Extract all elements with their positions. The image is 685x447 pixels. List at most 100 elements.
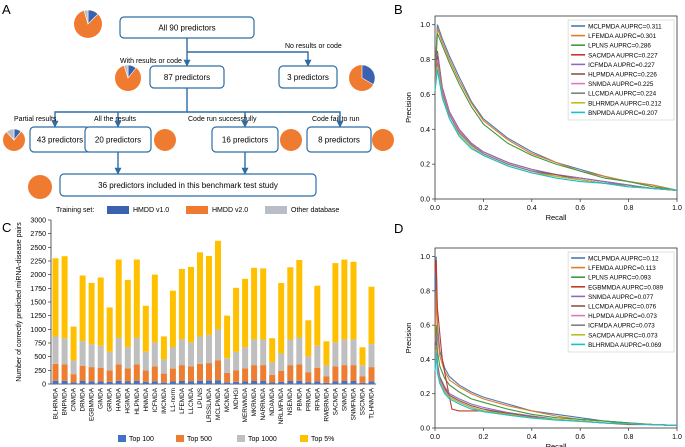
b-xtick-label: 1.0 [672, 205, 682, 212]
b-legend-label: LFEMDA AUPRC=0.301 [588, 33, 657, 40]
c-category-label: PRMDA [305, 387, 312, 411]
c-bar-top5-mcmda [224, 315, 231, 359]
c-bar-top5-icfmda [151, 274, 158, 343]
b-legend-label: HLPMDA AUPRC=0.226 [588, 72, 657, 79]
b-legend-label: BLHRMDA AUPRC=0.212 [588, 100, 662, 107]
b-series-line-bnpmda [434, 69, 678, 191]
c-category-label: RFMDA [314, 387, 321, 410]
c-category-label: HLPMDA [134, 387, 141, 414]
b-ytick-label: 0.8 [420, 57, 430, 64]
c-bar-top5-sscmda [359, 347, 366, 366]
c-bar-top1000-pbmda [296, 337, 303, 365]
c-bar-top100-snmda [341, 381, 348, 384]
c-bar-top500-nsemda [287, 365, 294, 381]
d-legend-box [567, 251, 675, 353]
b-legend-label: BNPMDA AUPRC=0.207 [588, 110, 658, 117]
c-bar-top1000-egbmmda [88, 344, 95, 368]
c-bar-top100-mclpmda [215, 380, 221, 384]
c-bar-top5-pbmda [296, 260, 303, 338]
pie-final [28, 175, 52, 199]
c-bar-top5-sacmda [332, 263, 339, 343]
c-bar-top5-nrlmfmda [278, 283, 285, 354]
c-bar-top1000-hlpmda [133, 337, 140, 365]
c-category-label: SNMFMDA [350, 387, 357, 420]
c-bar-top100-hamda [115, 380, 122, 384]
edge-label-no-code: No results or code [285, 43, 342, 50]
c-bar-top1000-tlhnmda [368, 344, 375, 368]
pie-all [74, 9, 102, 38]
box-run-ok [211, 126, 279, 153]
c-bar-top1000-gimda [97, 345, 104, 368]
c-category-label: GIMDA [98, 387, 105, 409]
d-ytick-label: 0.2 [420, 391, 430, 398]
d-xtick-label: 0.0 [430, 434, 440, 441]
c-bar-top5-ndamda [269, 338, 276, 363]
c-bar-top1000-mkrmda [251, 339, 258, 366]
c-category-label: LRSSLMDA [206, 387, 213, 422]
c-bar-top500-llcmda [188, 366, 194, 382]
c-category-label: HGIMDA [125, 387, 132, 413]
box-all [119, 16, 255, 39]
d-xtick-label: 0.4 [527, 434, 537, 441]
node-run-ok-label: 16 predictors [222, 136, 268, 145]
c-bar-top5-lfemda [178, 268, 185, 340]
c-ytick-label: 2000 [30, 272, 46, 279]
c-bar-top100-drmda [79, 381, 86, 384]
b-ytick-label: 0.6 [420, 92, 430, 99]
c-bar-top100-sacmda [332, 381, 339, 384]
c-bar-top100-snmfmda [350, 381, 357, 384]
c-bar-top500-hlpmda [133, 364, 140, 381]
c-bar-top5-rwbrmda [323, 341, 330, 366]
c-category-label: CNMDA [71, 387, 78, 411]
c-bar-top5-hgimda [124, 279, 131, 348]
pie-with-code [115, 64, 141, 91]
c-bar-top100-merwmda [242, 381, 249, 384]
b-legend-label: SACMDA AUPRC=0.227 [588, 52, 658, 59]
c-category-label: EGBMMDA [89, 387, 96, 421]
b-series-line-lplns [434, 33, 678, 191]
c-bar-top500-snmda [341, 365, 348, 381]
c-bar-top1000-nsemda [287, 339, 294, 366]
c-bar-top500-sscmda [359, 376, 366, 383]
c-bar-top100-lplns [197, 380, 203, 384]
c-bar-top100-mdhgi [233, 381, 240, 384]
c-legend-label: Top 100 [129, 436, 154, 443]
c-category-label: IMCMDA [161, 387, 168, 414]
c-bar-top5-prmda [305, 320, 312, 357]
c-bar-top1000-bnpmda [61, 338, 68, 365]
d-xtick-label: 0.2 [479, 434, 489, 441]
c-bar-top5-hnmda [142, 305, 149, 352]
c-legend-swatch [237, 435, 245, 442]
edge-label-run-ok: Code run successfully [188, 116, 257, 123]
c-bar-top500-narrmda [260, 365, 267, 381]
node-run-fail-label: 8 predictors [318, 136, 360, 145]
c-category-label: DRMDA [80, 387, 87, 411]
c-bar-top5-egbmmda [88, 282, 95, 345]
pie-all-results [154, 129, 176, 151]
c-category-label: PBMDA [296, 387, 303, 410]
b-ytick-label: 0.2 [420, 162, 430, 169]
c-bar-top1000-hgimda [124, 347, 131, 369]
c-category-label: HAMDA [116, 387, 123, 411]
c-ytick-label: 1750 [30, 286, 46, 293]
c-ytick-label: 0 [42, 382, 46, 389]
b-legend-label: LPLNS AUPRC=0.286 [588, 43, 651, 50]
chart-c-stacked-bars: 0 250 500 750 1000 1250 1500 1750 2000 2250 2500 27… [16, 218, 376, 443]
b-series-line-lfemda [434, 28, 678, 191]
c-bar-top500-mkrmda [251, 365, 258, 381]
b-xtick-label: 0.4 [527, 205, 537, 212]
c-bar-top1000-l1-norm [169, 347, 176, 369]
c-bar-top100-grmda [106, 381, 113, 384]
d-series-line-llcmda [434, 342, 678, 426]
c-bar-top500-merwmda [242, 368, 249, 382]
c-ytick-label: 250 [34, 368, 46, 375]
c-legend-label: Top 500 [187, 436, 212, 443]
c-ytick-label: 500 [34, 354, 46, 361]
b-legend-label: MCLPMDA AUPRC=0.311 [588, 24, 662, 31]
b-legend-box [567, 19, 675, 121]
b-xlabel: Recall [546, 213, 567, 222]
c-category-label: LPLNS [197, 388, 204, 408]
c-bar-top100-blhrmda [52, 380, 59, 384]
c-category-label: TLHNMDA [369, 387, 376, 419]
c-ytick-label: 2500 [30, 245, 46, 252]
